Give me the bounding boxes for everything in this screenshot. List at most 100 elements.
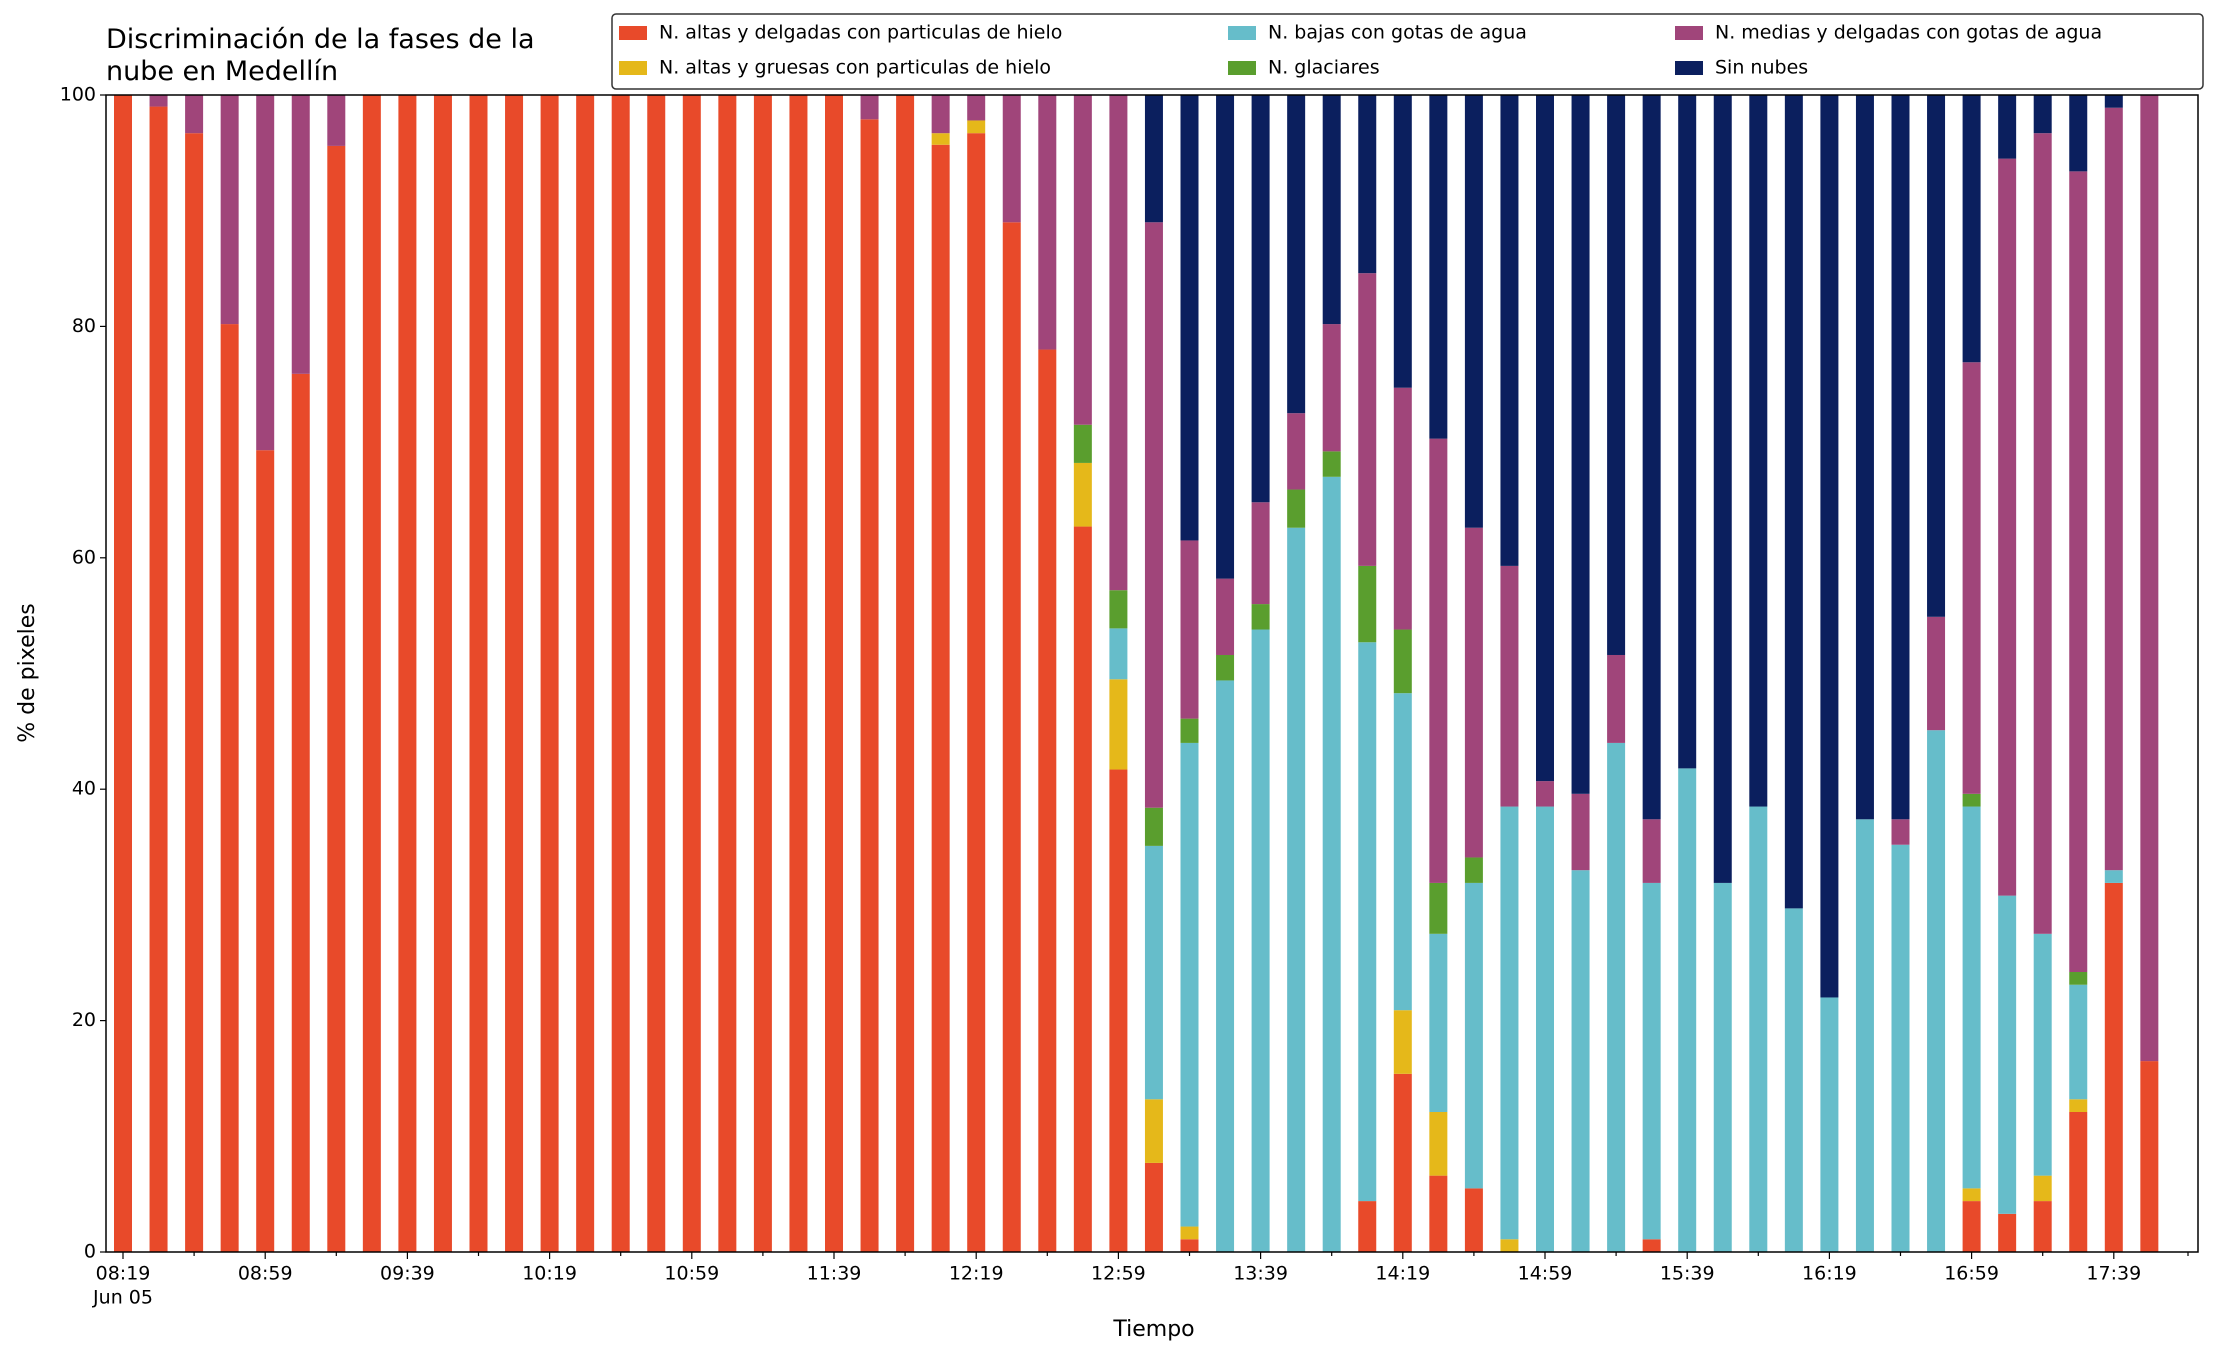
bar-segment xyxy=(433,95,452,1252)
bar-segment xyxy=(1393,1073,1412,1252)
bar-segment xyxy=(1216,578,1235,655)
x-tick-label: 16:19 xyxy=(1802,1263,1857,1285)
bar-segment xyxy=(1429,933,1448,1113)
bar-segment xyxy=(1749,95,1768,807)
bar-segment xyxy=(185,95,204,134)
bar-segment xyxy=(1464,1188,1483,1252)
x-tick-label: 11:39 xyxy=(807,1263,862,1285)
plot-frame xyxy=(105,94,2199,1253)
bar-segment xyxy=(1464,527,1483,858)
bar-segment xyxy=(1784,95,1803,909)
bar-segment xyxy=(2069,1099,2088,1113)
bar-segment xyxy=(1358,95,1377,274)
bar-segment xyxy=(185,133,204,1252)
bar-segment xyxy=(1109,95,1128,591)
bar-segment xyxy=(1180,1226,1199,1240)
bar-segment xyxy=(256,450,275,1253)
bar-segment xyxy=(469,95,488,1252)
bar-segment xyxy=(1216,654,1235,681)
bar-segment xyxy=(1678,768,1697,1252)
legend-label: N. medias y delgadas con gotas de agua xyxy=(1715,22,2102,44)
bar-segment xyxy=(1144,222,1163,808)
bar-segment xyxy=(1855,95,1874,820)
bar-segment xyxy=(1287,413,1306,490)
bar-segment xyxy=(1251,95,1270,503)
bar-segment xyxy=(860,95,879,120)
bar-segment xyxy=(1358,565,1377,643)
bar-segment xyxy=(1536,95,1554,782)
bar-segment xyxy=(291,373,310,1252)
legend-swatch xyxy=(1228,26,1256,40)
bar-segment xyxy=(1642,95,1661,820)
bar-segment xyxy=(1429,882,1448,934)
bar-segment xyxy=(1571,870,1590,1252)
bar-segment xyxy=(1891,819,1910,845)
legend-label: N. bajas con gotas de agua xyxy=(1268,22,1527,44)
y-tick-label: 20 xyxy=(72,1009,96,1031)
bar-segment xyxy=(327,145,346,1253)
bar-segment xyxy=(1322,451,1341,477)
bar-segment xyxy=(1891,844,1910,1252)
bar-segment xyxy=(2140,95,2159,1062)
x-tick-label: 08:59 xyxy=(238,1263,293,1285)
legend-label: N. glaciares xyxy=(1268,57,1380,79)
legend-swatch xyxy=(619,61,647,75)
bar-segment xyxy=(1322,324,1341,452)
bar-segment xyxy=(931,133,950,145)
bar-segment xyxy=(2104,870,2123,883)
bar-segment xyxy=(931,144,950,1253)
bar-segment xyxy=(1642,819,1661,883)
y-tick-label: 60 xyxy=(72,546,96,568)
bar-segment xyxy=(1784,908,1803,1252)
bar-segment xyxy=(1891,95,1910,820)
chart-title: Discriminación de la fases de la nube en … xyxy=(106,24,535,87)
x-tick-label: 13:39 xyxy=(1233,1263,1288,1285)
bar-segment xyxy=(1393,387,1412,630)
bar-segment xyxy=(1180,95,1199,541)
bar-segment xyxy=(1464,882,1483,1189)
bar-segment xyxy=(1073,424,1092,463)
bar-segment xyxy=(1429,1175,1448,1252)
bar-segment xyxy=(1180,1239,1199,1252)
bar-segment xyxy=(1073,526,1092,1252)
bar-segment xyxy=(1144,845,1163,1100)
bar-segment xyxy=(1109,679,1128,770)
legend-swatch xyxy=(1675,61,1703,75)
bar-segment xyxy=(1216,680,1235,1252)
x-tick-label: 09:39 xyxy=(380,1263,435,1285)
x-tick-label: 08:19 xyxy=(96,1263,151,1285)
bar-segment xyxy=(967,133,986,1252)
bar-segment xyxy=(1607,654,1626,743)
bar-segment xyxy=(1393,1010,1412,1074)
bar-segment xyxy=(682,95,701,1252)
bar-segment xyxy=(2069,972,2088,985)
bar-segment xyxy=(1180,742,1199,1227)
bar-segment xyxy=(2104,95,2123,108)
bar-segment xyxy=(1287,95,1306,414)
bar-segment xyxy=(2033,1201,2052,1252)
bar-segment xyxy=(1429,1112,1448,1176)
bar-segment xyxy=(1962,1201,1981,1252)
bar-segment xyxy=(2069,1112,2088,1252)
x-tick-label: 17:39 xyxy=(2086,1263,2141,1285)
bar-segment xyxy=(256,95,275,451)
bar-segment xyxy=(1927,616,1946,731)
bar-segment xyxy=(1927,730,1946,1252)
bar-segment xyxy=(2033,133,2052,934)
x-tick-label: 16:59 xyxy=(1944,1263,1999,1285)
y-tick-label: 0 xyxy=(84,1241,96,1263)
bar-segment xyxy=(967,95,986,121)
bar-segment xyxy=(1500,95,1519,566)
y-axis-label: % de pixeles xyxy=(15,603,40,742)
legend-label: Sin nubes xyxy=(1715,57,1808,79)
bar-segment xyxy=(2104,882,2123,1252)
bar-segment xyxy=(1393,95,1412,388)
bar-segment xyxy=(1500,1239,1519,1252)
bar-segment xyxy=(1820,997,1839,1252)
bar-segment xyxy=(789,95,808,1252)
bar-segment xyxy=(1038,95,1057,350)
bar-segment xyxy=(1144,95,1163,223)
bar-segment xyxy=(1678,95,1697,769)
bar-segment xyxy=(1251,604,1270,630)
